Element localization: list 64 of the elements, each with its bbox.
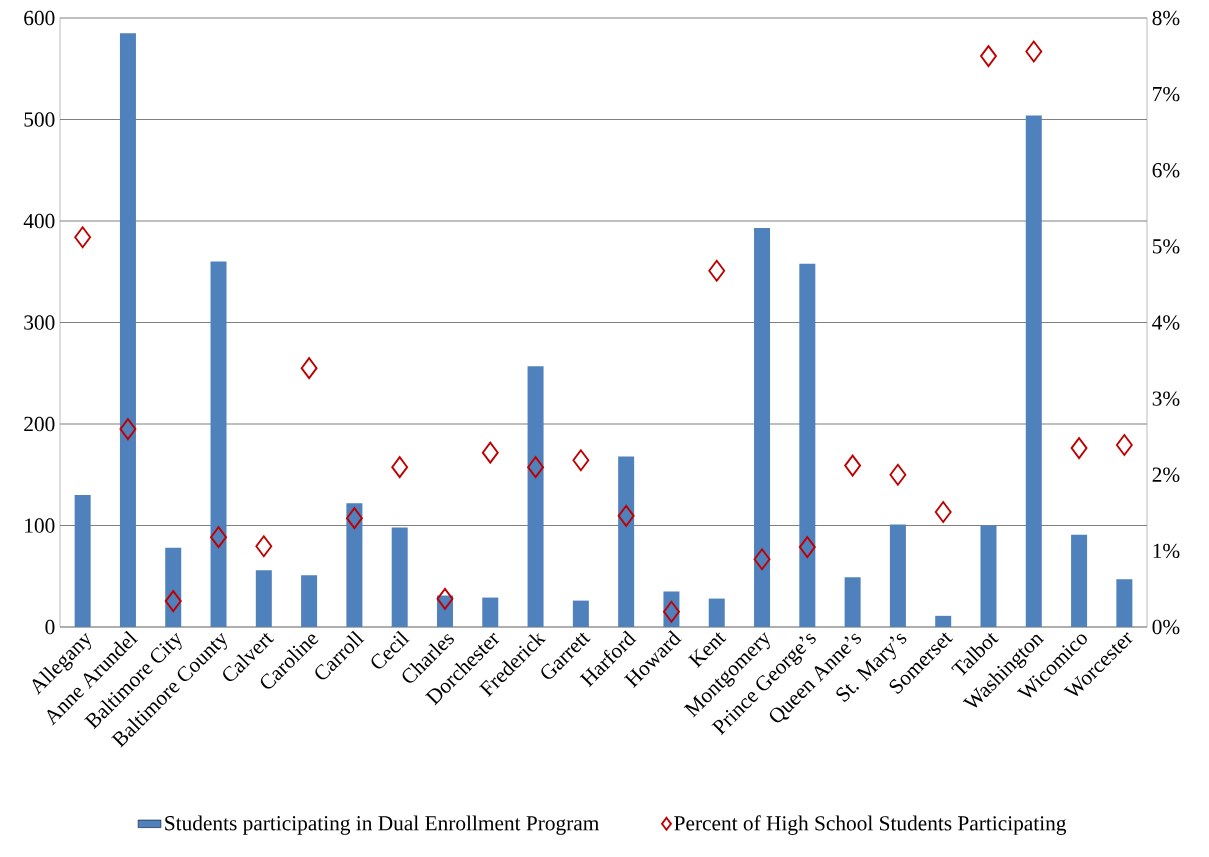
y-tick-label: 200 [24, 416, 55, 432]
y-tick-label: 100 [25, 518, 55, 533]
point [844, 454, 862, 477]
bar [1025, 115, 1042, 627]
bar [708, 598, 725, 627]
y2-tick-label: 1% [1153, 543, 1180, 559]
bar [301, 575, 318, 627]
bar [165, 547, 182, 627]
bar [935, 615, 952, 627]
bar [572, 600, 589, 627]
point [345, 507, 363, 530]
y2-tick-label: 3% [1152, 391, 1180, 406]
y2-tick-label: 7% [1153, 86, 1180, 102]
y-tick-label: 600 [24, 10, 55, 26]
y2-tick-label: 5% [1152, 239, 1180, 254]
point [663, 600, 680, 623]
bar [799, 263, 816, 627]
bar [844, 577, 861, 627]
point [889, 463, 907, 486]
bar [210, 261, 227, 627]
point [481, 441, 499, 464]
point [300, 357, 318, 380]
point [119, 418, 137, 441]
y-tick-label: 0 [45, 619, 55, 635]
y2-tick-label: 2% [1152, 467, 1180, 482]
bar [754, 228, 771, 627]
bar [889, 524, 906, 627]
point [980, 45, 997, 68]
point [753, 548, 771, 571]
legend-label: Students participating in Dual Enrollment Program [165, 815, 600, 835]
bar [119, 33, 136, 627]
point [798, 536, 816, 559]
y-tick-label: 400 [23, 213, 55, 229]
y2-tick-label: 4% [1152, 315, 1180, 330]
bar [618, 456, 635, 627]
point [74, 226, 92, 249]
y2-tick-label: 0% [1152, 619, 1180, 635]
point [164, 590, 182, 613]
point [708, 259, 726, 282]
y-tick-label: 500 [24, 112, 55, 127]
bar [482, 597, 499, 627]
point [1025, 40, 1043, 63]
bar [527, 366, 544, 627]
legend-label: Percent of High School Students Participating [674, 815, 1067, 835]
point [436, 587, 454, 610]
bar [74, 495, 91, 627]
point [934, 501, 952, 523]
y-tick-label: 300 [24, 315, 55, 330]
bar [1071, 534, 1088, 627]
point [572, 449, 590, 472]
bar [346, 503, 363, 627]
point [391, 456, 409, 479]
bar [391, 527, 408, 627]
bar [255, 570, 272, 627]
point [255, 535, 273, 558]
point [1115, 434, 1133, 456]
point [527, 456, 545, 479]
y2-tick-label: 8% [1152, 10, 1180, 26]
point [210, 526, 227, 549]
bar [980, 525, 997, 627]
point [617, 504, 635, 527]
y2-tick-label: 6% [1152, 163, 1180, 178]
bar [1116, 579, 1133, 627]
point [1070, 437, 1088, 460]
